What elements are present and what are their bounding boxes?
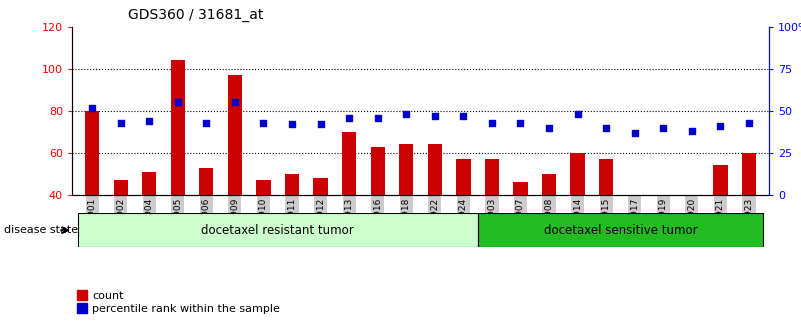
Text: GDS360 / 31681_at: GDS360 / 31681_at — [128, 8, 264, 23]
Bar — [477, 213, 763, 247]
Point — [257, 120, 270, 125]
Point — [542, 125, 555, 130]
Bar — [227, 75, 242, 195]
Text: disease state: disease state — [4, 225, 78, 235]
Bar — [256, 180, 271, 195]
Point — [686, 128, 698, 134]
Point — [343, 115, 356, 120]
Bar — [599, 159, 614, 195]
Bar — [457, 159, 470, 195]
Point — [115, 120, 127, 125]
Bar — [171, 60, 185, 195]
Bar — [542, 174, 556, 195]
Bar — [371, 146, 384, 195]
Bar — [513, 182, 528, 195]
Text: docetaxel resistant tumor: docetaxel resistant tumor — [201, 224, 354, 237]
Point — [571, 112, 584, 117]
Point — [743, 120, 755, 125]
Point — [457, 113, 469, 119]
Point — [400, 112, 413, 117]
Bar — [114, 180, 128, 195]
Point — [200, 120, 213, 125]
Bar — [285, 174, 299, 195]
Point — [228, 100, 241, 105]
Point — [657, 125, 670, 130]
Point — [628, 130, 641, 135]
Point — [286, 122, 299, 127]
Bar — [85, 111, 99, 195]
Point — [314, 122, 327, 127]
Point — [514, 120, 527, 125]
Bar — [713, 166, 727, 195]
Bar — [142, 172, 156, 195]
Point — [429, 113, 441, 119]
Point — [143, 118, 155, 124]
Bar — [570, 153, 585, 195]
Point — [485, 120, 498, 125]
Bar — [485, 159, 499, 195]
Point — [372, 115, 384, 120]
Bar — [342, 132, 356, 195]
Bar — [742, 153, 756, 195]
Bar — [399, 144, 413, 195]
Bar — [78, 213, 477, 247]
Bar — [428, 144, 442, 195]
Bar — [199, 168, 213, 195]
Point — [171, 100, 184, 105]
Bar — [313, 178, 328, 195]
Point — [86, 105, 99, 110]
Point — [600, 125, 613, 130]
Legend: count, percentile rank within the sample: count, percentile rank within the sample — [78, 291, 280, 314]
Point — [714, 123, 727, 129]
Text: docetaxel sensitive tumor: docetaxel sensitive tumor — [544, 224, 697, 237]
